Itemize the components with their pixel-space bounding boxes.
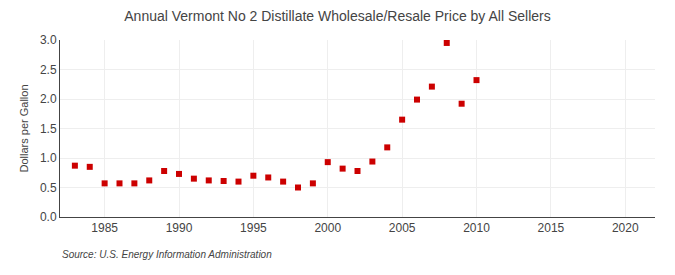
svg-text:2015: 2015 (538, 221, 565, 235)
svg-text:1995: 1995 (240, 221, 267, 235)
svg-text:3.0: 3.0 (40, 33, 57, 47)
svg-text:Annual Vermont No 2 Distillate: Annual Vermont No 2 Distillate Wholesale… (124, 8, 550, 24)
svg-text:2020: 2020 (612, 221, 639, 235)
svg-text:2.0: 2.0 (40, 92, 57, 106)
svg-text:Source: U.S. Energy Informatio: Source: U.S. Energy Information Administ… (62, 249, 272, 260)
svg-text:1.5: 1.5 (40, 122, 57, 136)
svg-text:1.0: 1.0 (40, 151, 57, 165)
svg-text:2000: 2000 (314, 221, 341, 235)
svg-text:2.5: 2.5 (40, 63, 57, 77)
svg-text:1985: 1985 (91, 221, 118, 235)
svg-text:2005: 2005 (389, 221, 416, 235)
svg-text:0.0: 0.0 (40, 210, 57, 224)
svg-text:Dollars per Gallon: Dollars per Gallon (18, 84, 30, 172)
svg-text:1990: 1990 (166, 221, 193, 235)
svg-text:0.5: 0.5 (40, 181, 57, 195)
svg-text:2010: 2010 (463, 221, 490, 235)
